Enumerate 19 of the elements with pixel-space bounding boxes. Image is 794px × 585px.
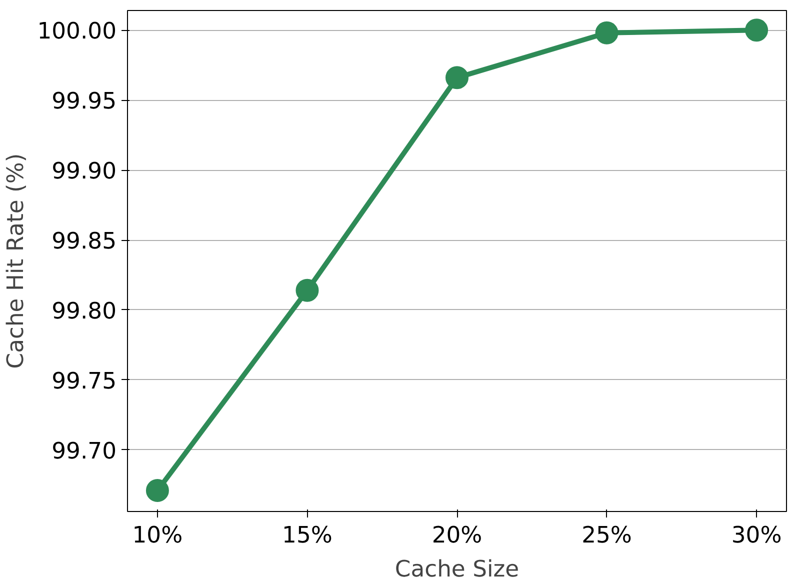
point [446,66,468,90]
x-tick-label: 30% [731,522,782,548]
y-tick-label: 99.95 [52,88,117,115]
point [296,278,319,302]
y-tick-label: 99.85 [52,228,117,255]
x-tick-label: 15% [282,522,332,548]
point [146,479,169,502]
x-tick-label: 25% [582,522,632,548]
point [595,21,618,44]
y-tick-label: 100.00 [37,18,117,45]
y-tick-label: 99.75 [52,368,117,394]
x-axis-title: Cache Size [394,556,520,582]
x-tick-label: 10% [132,522,183,548]
y-tick-label: 99.90 [52,158,117,185]
y-tick-label: 99.80 [52,298,117,324]
y-axis-title: Cache Hit Rate (%) [3,153,30,369]
point [745,18,768,42]
y-tick-label: 99.70 [52,438,117,464]
x-tick-label: 20% [432,522,482,548]
